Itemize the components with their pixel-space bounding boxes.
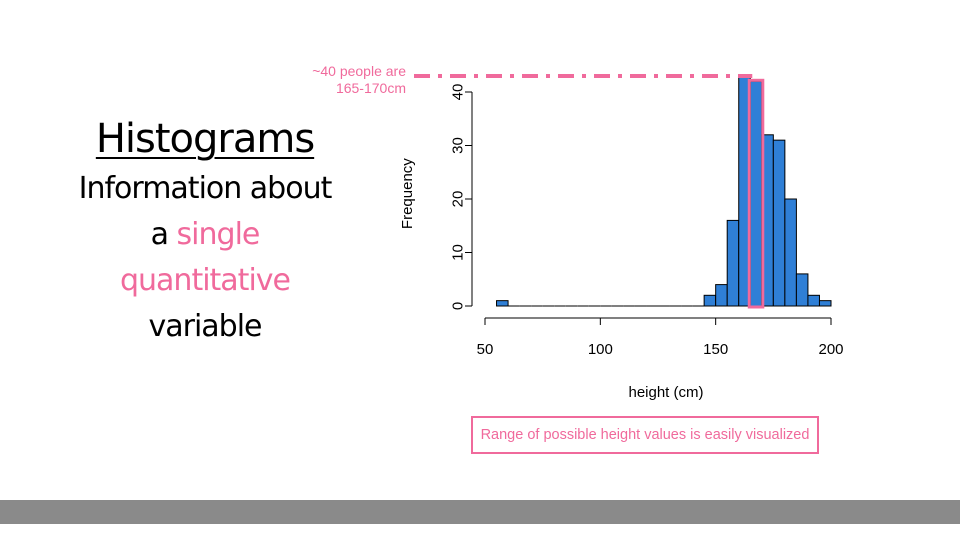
highlight-quantitative: quantitative xyxy=(119,263,291,298)
histogram-bar xyxy=(784,198,797,307)
y-tick-label: 0 xyxy=(450,302,467,310)
histogram-bar xyxy=(749,80,763,307)
caption-text: Range of possible height values is easil… xyxy=(480,427,810,443)
x-axis-title: height (cm) xyxy=(628,384,703,401)
slide-text-block: Histograms Information about a single qu… xyxy=(60,112,350,350)
histogram-bar xyxy=(715,284,728,307)
histogram-bar xyxy=(726,219,740,307)
x-tick-label: 50 xyxy=(477,341,494,358)
histogram-bar xyxy=(772,139,786,307)
histogram-bar xyxy=(807,294,820,307)
subtitle-line-2-prefix: a xyxy=(150,217,177,252)
footer-bar xyxy=(0,500,960,524)
annotation-line-2: 165-170cm xyxy=(335,80,406,96)
subtitle-line-1: Information about xyxy=(78,171,333,206)
annotation-label: ~40 people are 165-170cm xyxy=(312,63,406,97)
histogram-bar xyxy=(818,300,832,307)
subtitle-line-2: a single xyxy=(60,212,350,258)
x-tick-label: 150 xyxy=(703,341,728,358)
y-tick-label: 20 xyxy=(450,191,467,208)
slide-title: Histograms xyxy=(95,116,315,162)
highlight-bin-outline xyxy=(747,78,765,309)
highlight-single: single xyxy=(176,217,261,252)
y-tick-label: 30 xyxy=(450,137,467,154)
y-tick-label: 40 xyxy=(450,84,467,101)
annotation-line-1: ~40 people are xyxy=(312,63,406,79)
histogram-bar xyxy=(496,300,509,307)
subtitle-line-4: variable xyxy=(148,309,262,344)
histogram-bar xyxy=(795,273,809,307)
y-tick-label: 10 xyxy=(450,244,467,261)
caption-box: Range of possible height values is easil… xyxy=(471,416,819,454)
y-axis-title: Frequency xyxy=(399,158,416,229)
histogram-axes: 50 100 150 200 0 10 20 30 40 xyxy=(450,84,844,358)
histogram-bars xyxy=(496,75,832,307)
histogram-bar xyxy=(703,294,717,307)
x-tick-label: 100 xyxy=(588,341,613,358)
x-tick-label: 200 xyxy=(818,341,843,358)
